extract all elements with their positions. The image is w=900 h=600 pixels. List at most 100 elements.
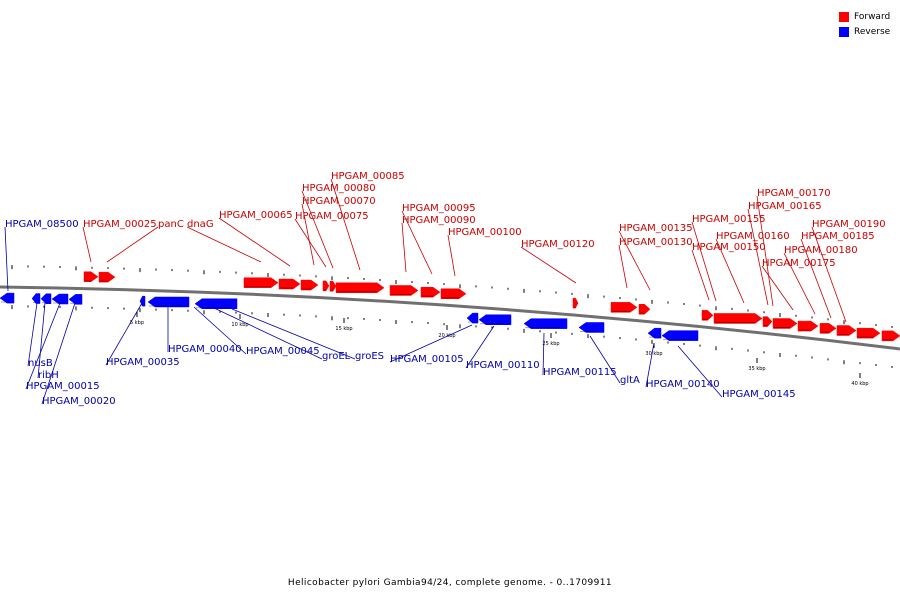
forward-gene-arrow (420, 286, 441, 298)
label-leader-line (589, 335, 621, 384)
label-leader-line (447, 234, 456, 277)
genome-backbone (0, 285, 900, 351)
gene-label-hpgam_00150: HPGAM_00150 (692, 242, 766, 253)
gene-label-hpgam_00170: HPGAM_00170 (757, 188, 831, 199)
reverse-gene-arrow (68, 294, 83, 305)
legend-forward: Forward (839, 9, 890, 24)
forward-gene-arrow (243, 277, 279, 288)
gene-label-hpgam_00105: HPGAM_00105 (390, 354, 464, 365)
scale-label: 40 kbp (851, 381, 868, 387)
gene-label-hpgam_00100: HPGAM_00100 (448, 227, 522, 238)
gene-label-dnag: dnaG (187, 219, 214, 230)
label-leader-line (389, 324, 473, 363)
reverse-gene-arrow (478, 314, 512, 325)
label-leader-line (542, 332, 545, 376)
gene-label-hpgam_00120: HPGAM_00120 (521, 239, 595, 250)
gene-label-hpgam_00140: HPGAM_00140 (646, 379, 720, 390)
label-leader-line (691, 221, 717, 302)
gene-label-hpgam_00115: HPGAM_00115 (543, 367, 617, 378)
label-leader-line (747, 208, 769, 306)
reverse-gene-arrow (194, 298, 238, 310)
forward-gene-arrow (713, 313, 763, 324)
label-leader-line (761, 265, 794, 311)
gene-label-hpgam_00165: HPGAM_00165 (748, 201, 822, 212)
label-leader-line (618, 230, 651, 291)
reverse-gene-arrow (661, 330, 699, 341)
gene-label-hpgam_00080: HPGAM_00080 (302, 183, 376, 194)
reverse-gene-arrow (147, 296, 190, 308)
gene-label-hpgam_00185: HPGAM_00185 (801, 231, 875, 242)
forward-gene-arrow (389, 285, 419, 296)
label-leader-line (41, 302, 76, 405)
gene-label-hpgam_00190: HPGAM_00190 (812, 219, 886, 230)
label-leader-line (25, 302, 61, 390)
gene-label-hpgam_00130: HPGAM_00130 (619, 237, 693, 248)
reverse-gene-arrow (40, 293, 52, 304)
label-leader-line (677, 345, 723, 398)
legend-forward-swatch (839, 11, 849, 22)
label-leader-line (193, 306, 247, 355)
label-leader-line (301, 203, 315, 266)
gene-label-hpgam_00180: HPGAM_00180 (784, 245, 858, 256)
gene-label-hpgam_00025: HPGAM_00025 (83, 219, 157, 230)
gene-label-hpgam_00070: HPGAM_00070 (302, 196, 376, 207)
forward-gene-arrow (322, 280, 330, 292)
gene-label-hpgam_00110: HPGAM_00110 (466, 360, 540, 371)
label-leader-line (715, 238, 745, 304)
gene-label-hpgam_00035: HPGAM_00035 (106, 357, 180, 368)
label-leader-lines (4, 178, 847, 405)
gene-label-groel: groEL (322, 351, 351, 362)
legend-reverse-label: Reverse (854, 26, 891, 37)
gene-label-hpgam_00065: HPGAM_00065 (219, 210, 293, 221)
label-leader-line (27, 302, 38, 367)
label-leader-line (465, 325, 495, 369)
forward-gene-arrow (440, 288, 467, 299)
forward-gene-arrow (701, 310, 714, 321)
gene-label-panc: panC (158, 219, 184, 230)
forward-gene-arrow (762, 316, 773, 327)
label-leader-line (691, 249, 710, 301)
label-leader-line (811, 226, 847, 323)
gene-label-hpgam_00175: HPGAM_00175 (762, 258, 836, 269)
label-leader-line (294, 218, 327, 268)
label-leader-line (401, 222, 407, 273)
forward-gene-arrow (278, 278, 301, 290)
label-leader-line (783, 252, 816, 315)
gene-label-hpgam_00090: HPGAM_00090 (402, 215, 476, 226)
forward-gene-arrow (772, 318, 798, 329)
scale-label: 15 kbp (335, 326, 352, 332)
label-leader-line (82, 226, 92, 263)
legend-reverse: Reverse (839, 24, 890, 39)
forward-gene-arrow (300, 279, 319, 291)
scale-label: 25 kbp (542, 341, 559, 347)
label-leader-line (800, 238, 832, 319)
forward-gene-arrow (638, 303, 651, 315)
label-leader-line (401, 210, 433, 275)
reverse-gene-arrow (0, 292, 15, 304)
genome-caption: Helicobacter pylori Gambia94/24, complet… (287, 578, 613, 588)
label-leader-line (330, 178, 361, 271)
legend-reverse-swatch (839, 26, 849, 37)
scale-label: 35 kbp (748, 366, 765, 372)
legend-forward-label: Forward (854, 11, 891, 22)
gene-label-hpgam_00095: HPGAM_00095 (402, 203, 476, 214)
gene-label-hpgam_00155: HPGAM_00155 (692, 214, 766, 225)
gene-label-hpgam_00145: HPGAM_00145 (722, 389, 796, 400)
forward-gene-arrow (83, 271, 99, 282)
gene-label-hpgam_00015: HPGAM_00015 (26, 381, 100, 392)
gene-label-hpgam_00160: HPGAM_00160 (716, 231, 790, 242)
legend: Forward Reverse (839, 9, 890, 39)
gene-label-hpgam_00085: HPGAM_00085 (331, 171, 405, 182)
scale-label: 10 kbp (231, 322, 248, 328)
scale-label: 30 kbp (645, 351, 662, 357)
gene-label-hpgam_00135: HPGAM_00135 (619, 223, 693, 234)
scale-label: 5 kbp (130, 320, 144, 326)
reverse-gene-arrow (523, 318, 568, 329)
label-leader-line (4, 226, 9, 292)
forward-gene-arrow (610, 302, 638, 313)
label-leader-line (756, 195, 774, 307)
label-leader-line (186, 226, 262, 263)
label-leader-line (218, 217, 291, 267)
